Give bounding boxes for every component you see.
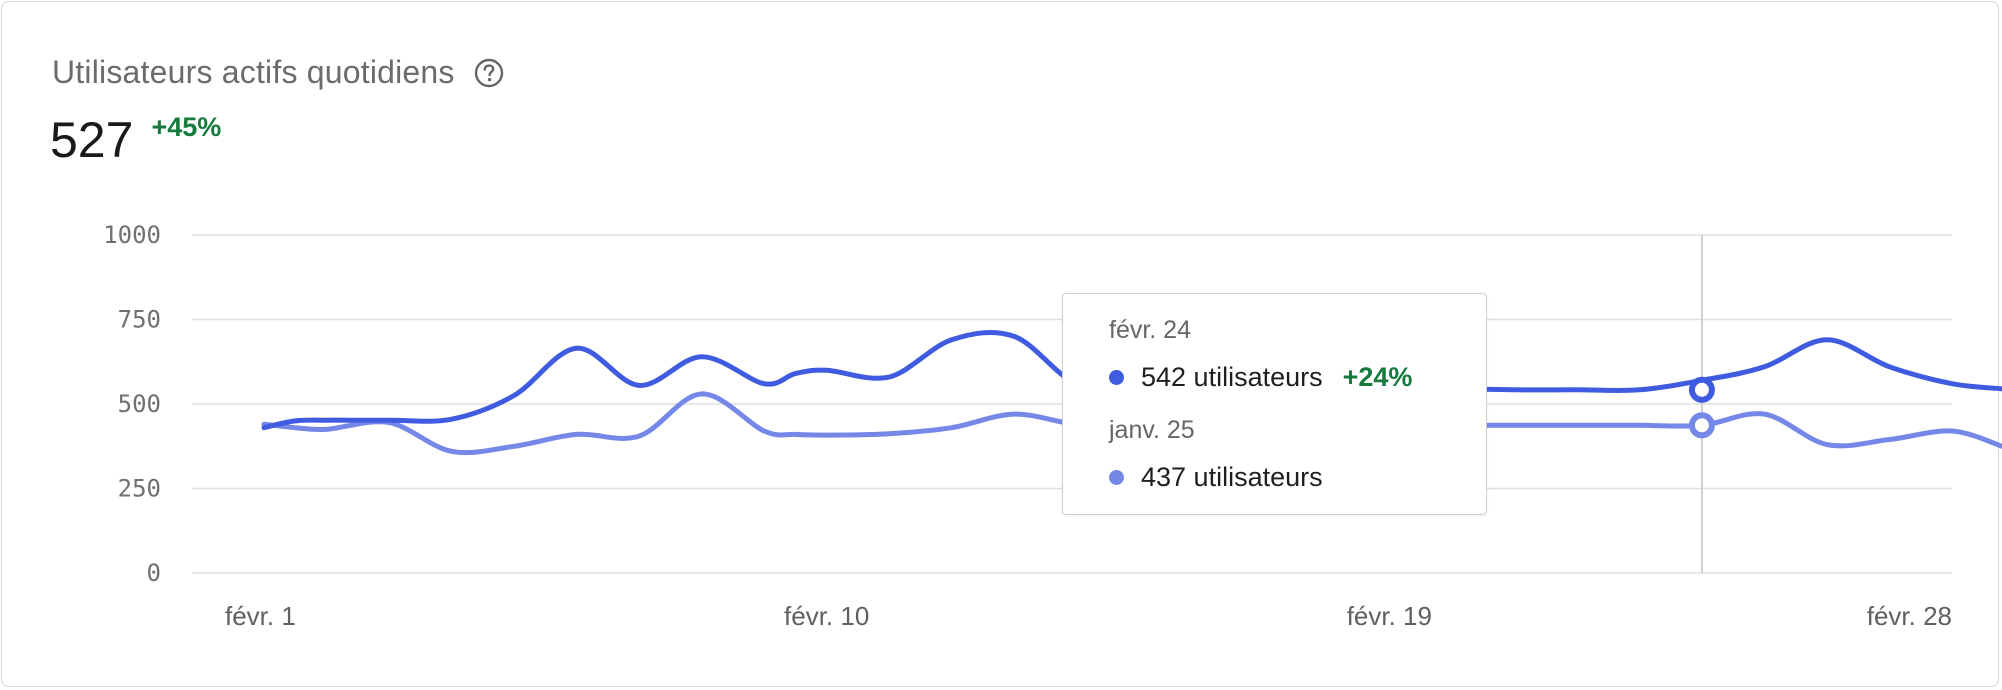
tooltip-previous-row: 437 utilisateurs bbox=[1109, 462, 1323, 493]
y-axis-ticks: 0 250 500 750 1000 bbox=[103, 221, 161, 587]
metric-delta: +45% bbox=[151, 112, 222, 142]
metric-value: 527 bbox=[50, 112, 134, 168]
y-tick-label: 250 bbox=[118, 475, 161, 503]
x-tick-label: févr. 28 bbox=[1867, 601, 1952, 631]
x-tick-label: févr. 10 bbox=[784, 601, 869, 631]
y-tick-label: 750 bbox=[118, 306, 161, 334]
tooltip-current-value: 542 utilisateurs bbox=[1141, 362, 1323, 392]
x-tick-label: févr. 19 bbox=[1347, 601, 1432, 631]
previous-series-dot bbox=[1109, 470, 1124, 485]
hover-marker-current bbox=[1688, 376, 1715, 403]
y-tick-label: 500 bbox=[118, 390, 161, 418]
question-circle-icon[interactable] bbox=[473, 57, 505, 89]
y-tick-label: 1000 bbox=[103, 221, 161, 249]
tooltip-current-delta: +24% bbox=[1342, 362, 1413, 392]
metric-row: 527 +45% bbox=[50, 110, 221, 170]
x-axis-ticks: févr. 1 févr. 10 févr. 19 févr. 28 bbox=[225, 601, 1952, 631]
x-tick-label: févr. 1 bbox=[225, 601, 296, 631]
y-tick-label: 0 bbox=[147, 559, 161, 587]
current-series-dot bbox=[1109, 370, 1124, 385]
card-title: Utilisateurs actifs quotidiens bbox=[52, 54, 455, 90]
tooltip-previous-value: 437 utilisateurs bbox=[1141, 462, 1323, 492]
card-header: Utilisateurs actifs quotidiens bbox=[52, 54, 505, 91]
tooltip-current-date: févr. 24 bbox=[1109, 316, 1191, 344]
tooltip-previous-date: janv. 25 bbox=[1109, 416, 1195, 444]
chart-tooltip: févr. 24 542 utilisateurs +24% janv. 25 … bbox=[1062, 293, 1487, 515]
tooltip-current-row: 542 utilisateurs +24% bbox=[1109, 362, 1412, 393]
hover-marker-previous bbox=[1688, 412, 1715, 439]
